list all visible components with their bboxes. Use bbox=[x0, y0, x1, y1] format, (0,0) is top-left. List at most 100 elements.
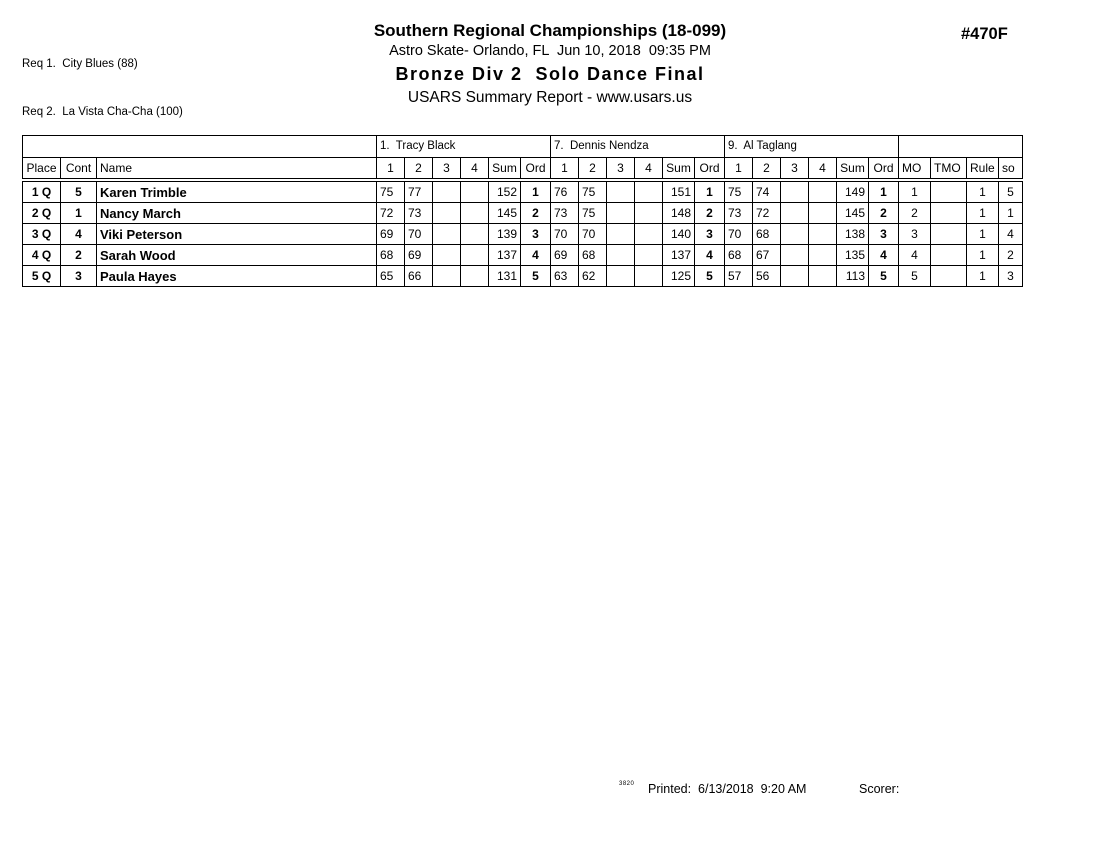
so-cell: 1 bbox=[998, 202, 1023, 224]
score-cell: 77 bbox=[404, 179, 433, 203]
place-cell: 2 Q bbox=[22, 202, 61, 224]
table-row: 1 Q 5 Karen Trimble 75 77 152 1 76 75 15… bbox=[22, 179, 1023, 203]
score-cell bbox=[634, 265, 663, 287]
mo-cell: 1 bbox=[898, 179, 931, 203]
place-cell: 1 Q bbox=[22, 179, 61, 203]
score-cell: 57 bbox=[724, 265, 753, 287]
ord-cell: 4 bbox=[868, 244, 899, 266]
score-cell bbox=[780, 223, 809, 245]
score-cell: 70 bbox=[724, 223, 753, 245]
score-cell: 68 bbox=[376, 244, 405, 266]
so-cell: 3 bbox=[998, 265, 1023, 287]
sum-cell: 145 bbox=[836, 202, 869, 224]
j2-mark3-header: 3 bbox=[606, 157, 635, 182]
score-cell bbox=[808, 223, 837, 245]
score-cell bbox=[432, 244, 461, 266]
j2-ord-header: Ord bbox=[694, 157, 725, 182]
score-cell bbox=[432, 202, 461, 224]
sum-cell: 139 bbox=[488, 223, 521, 245]
score-cell: 75 bbox=[724, 179, 753, 203]
rule-cell: 1 bbox=[966, 265, 999, 287]
score-cell bbox=[780, 179, 809, 203]
judge-2-name: 7. Dennis Nendza bbox=[550, 135, 725, 158]
judge-3-name: 9. Al Taglang bbox=[724, 135, 899, 158]
cont-cell: 1 bbox=[60, 202, 97, 224]
place-cell: 4 Q bbox=[22, 244, 61, 266]
score-cell bbox=[606, 202, 635, 224]
sum-cell: 148 bbox=[662, 202, 695, 224]
req-2-line: Req 2. La Vista Cha-Cha (100) bbox=[22, 106, 183, 118]
mo-cell: 4 bbox=[898, 244, 931, 266]
score-cell: 63 bbox=[550, 265, 579, 287]
score-cell: 68 bbox=[578, 244, 607, 266]
j3-mark2-header: 2 bbox=[752, 157, 781, 182]
score-cell bbox=[460, 202, 489, 224]
championship-title: Southern Regional Championships (18-099) bbox=[373, 21, 727, 40]
score-cell: 75 bbox=[376, 179, 405, 203]
report-header: Southern Regional Championships (18-099)… bbox=[0, 22, 1100, 105]
score-cell: 69 bbox=[376, 223, 405, 245]
so-cell: 5 bbox=[998, 179, 1023, 203]
score-cell bbox=[606, 265, 635, 287]
sum-cell: 152 bbox=[488, 179, 521, 203]
rule-cell: 1 bbox=[966, 179, 999, 203]
table-row: 2 Q 1 Nancy March 72 73 145 2 73 75 148 … bbox=[22, 202, 1023, 224]
score-cell bbox=[432, 223, 461, 245]
name-cell: Nancy March bbox=[96, 202, 377, 224]
sum-cell: 131 bbox=[488, 265, 521, 287]
score-cell bbox=[634, 202, 663, 224]
sum-cell: 138 bbox=[836, 223, 869, 245]
score-cell: 76 bbox=[550, 179, 579, 203]
tmo-cell bbox=[930, 265, 967, 287]
mo-cell: 3 bbox=[898, 223, 931, 245]
report-type-line: USARS Summary Report - www.usars.us bbox=[407, 88, 693, 106]
ord-cell: 2 bbox=[868, 202, 899, 224]
venue-date-line: Astro Skate- Orlando, FL Jun 10, 2018 09… bbox=[389, 43, 711, 59]
score-cell bbox=[634, 223, 663, 245]
ord-cell: 4 bbox=[694, 244, 725, 266]
print-sequence-code: 3820 bbox=[619, 781, 635, 787]
name-cell: Viki Peterson bbox=[96, 223, 377, 245]
name-cell: Paula Hayes bbox=[96, 265, 377, 287]
so-header: so bbox=[998, 157, 1023, 182]
rule-header: Rule bbox=[966, 157, 999, 182]
judge-row-right-spacer bbox=[898, 135, 1023, 158]
judge-header-row: 1. Tracy Black 7. Dennis Nendza 9. Al Ta… bbox=[22, 135, 1023, 158]
tmo-cell bbox=[930, 179, 967, 203]
sum-cell: 149 bbox=[836, 179, 869, 203]
j1-mark1-header: 1 bbox=[376, 157, 405, 182]
tmo-header: TMO bbox=[930, 157, 967, 182]
score-cell bbox=[460, 265, 489, 287]
score-cell bbox=[808, 265, 837, 287]
score-cell: 68 bbox=[752, 223, 781, 245]
score-cell bbox=[634, 244, 663, 266]
event-title: Bronze Div 2 Solo Dance Final bbox=[395, 63, 705, 84]
j1-mark3-header: 3 bbox=[432, 157, 461, 182]
score-cell bbox=[780, 265, 809, 287]
j1-mark2-header: 2 bbox=[404, 157, 433, 182]
score-cell bbox=[808, 244, 837, 266]
score-cell bbox=[460, 179, 489, 203]
score-cell bbox=[460, 244, 489, 266]
score-cell bbox=[606, 223, 635, 245]
ord-cell: 3 bbox=[694, 223, 725, 245]
sum-cell: 151 bbox=[662, 179, 695, 203]
score-cell bbox=[432, 179, 461, 203]
score-cell bbox=[432, 265, 461, 287]
req-1-line: Req 1. City Blues (88) bbox=[22, 58, 138, 70]
sum-cell: 125 bbox=[662, 265, 695, 287]
sum-cell: 113 bbox=[836, 265, 869, 287]
cont-cell: 3 bbox=[60, 265, 97, 287]
place-cell: 5 Q bbox=[22, 265, 61, 287]
score-cell: 69 bbox=[550, 244, 579, 266]
score-cell: 56 bbox=[752, 265, 781, 287]
ord-cell: 5 bbox=[868, 265, 899, 287]
j3-mark4-header: 4 bbox=[808, 157, 837, 182]
ord-cell: 5 bbox=[520, 265, 551, 287]
score-cell: 73 bbox=[724, 202, 753, 224]
score-cell: 70 bbox=[578, 223, 607, 245]
judge-1-name: 1. Tracy Black bbox=[376, 135, 551, 158]
j1-mark4-header: 4 bbox=[460, 157, 489, 182]
tmo-cell bbox=[930, 223, 967, 245]
